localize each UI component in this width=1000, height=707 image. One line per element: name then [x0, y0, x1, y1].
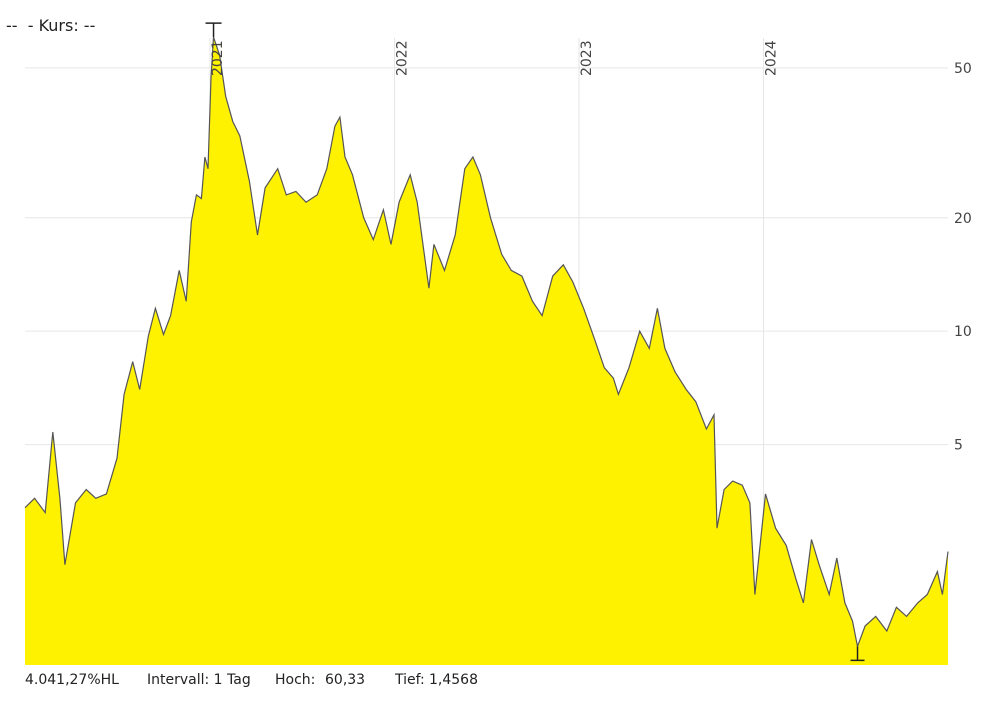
- y-tick-label: 50: [954, 61, 972, 77]
- interval-label: Intervall: 1 Tag: [147, 672, 251, 688]
- x-tick-label: 2022: [395, 40, 411, 76]
- y-tick-label: 5: [954, 438, 963, 454]
- x-tick-label: 2024: [764, 40, 780, 76]
- x-tick-label: 2023: [579, 40, 595, 76]
- performance-value: 4.041,27%HL: [25, 672, 119, 688]
- high-value: 60,33: [325, 672, 366, 688]
- header-prefix: --: [6, 16, 18, 35]
- header-label: - Kurs: --: [27, 16, 96, 35]
- low-label: Tief:: [395, 672, 425, 688]
- chart-header: -- - Kurs: --: [6, 16, 95, 35]
- low-value: 1,4568: [429, 672, 478, 688]
- x-tick-label: 2021: [210, 40, 226, 76]
- price-line: [24, 36, 949, 649]
- price-area: [25, 37, 948, 666]
- high-label: Hoch:: [275, 672, 316, 688]
- y-tick-label: 10: [954, 324, 972, 340]
- y-tick-label: 20: [954, 211, 972, 227]
